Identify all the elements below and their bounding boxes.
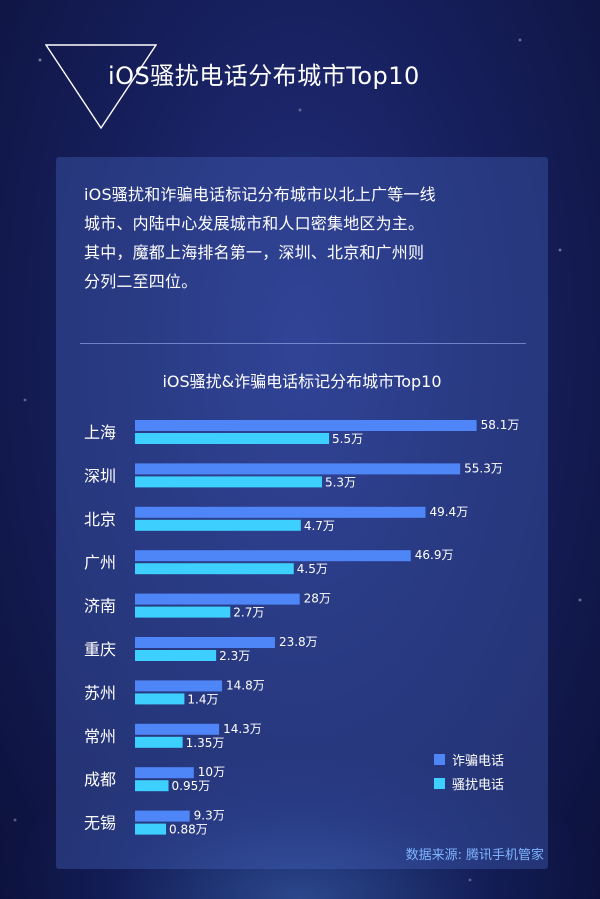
fraud-value-label: 28万 (304, 592, 331, 606)
fraud-value-label: 10万 (198, 765, 225, 779)
intro-line: 分列二至四位。 (84, 272, 198, 291)
harass-value-label: 4.5万 (297, 562, 328, 576)
harass-bar (135, 606, 231, 618)
legend-fraud-label: 诈骗电话 (452, 754, 504, 769)
fraud-bar (135, 680, 223, 692)
fraud-value-label: 58.1万 (481, 418, 520, 432)
source-name: 腾讯手机管家 (465, 848, 544, 863)
category-label: 上海 (84, 423, 116, 442)
category-label: 重庆 (84, 640, 116, 659)
harass-bar (135, 519, 301, 531)
harass-value-label: 2.3万 (219, 649, 250, 663)
harass-bar (135, 650, 217, 661)
fraud-bar (135, 637, 275, 648)
harass-value-label: 4.7万 (304, 519, 335, 533)
fraud-bar (135, 723, 220, 735)
fraud-bar (135, 420, 477, 431)
harass-value-label: 5.5万 (332, 432, 363, 446)
page-title: iOS骚扰电话分布城市Top10 (108, 62, 420, 90)
intro-line: iOS骚扰和诈骗电话标记分布城市以北上广等一线 (84, 185, 436, 204)
category-label: 深圳 (84, 466, 116, 485)
chart-title: iOS骚扰&诈骗电话标记分布城市Top10 (162, 372, 442, 391)
fraud-value-label: 14.3万 (223, 722, 262, 736)
fraud-bar (135, 767, 194, 779)
fraud-bar (135, 506, 426, 518)
category-label: 济南 (84, 597, 116, 616)
category-label: 无锡 (84, 814, 116, 833)
fraud-value-label: 14.8万 (226, 678, 265, 692)
harass-bar (135, 693, 185, 705)
harass-bar (135, 563, 294, 575)
harass-value-label: 1.4万 (187, 692, 218, 706)
harass-value-label: 0.88万 (169, 823, 208, 837)
legend-fraud-swatch (434, 754, 445, 765)
harass-bar (135, 433, 330, 444)
category-label: 北京 (84, 510, 116, 529)
harass-bar (135, 780, 169, 792)
harass-bar (135, 823, 167, 835)
intro-text: iOS骚扰和诈骗电话标记分布城市以北上广等一线 城市、内陆中心发展城市和人口密集… (84, 180, 544, 296)
intro-line: 其中，魔都上海排名第一，深圳、北京和广州则 (84, 243, 425, 262)
fraud-value-label: 23.8万 (279, 635, 318, 649)
legend-harass-label: 骚扰电话 (452, 778, 504, 793)
divider (80, 343, 526, 344)
fraud-value-label: 49.4万 (429, 505, 468, 519)
harass-value-label: 2.7万 (233, 606, 264, 620)
fraud-value-label: 46.9万 (415, 548, 454, 562)
harass-value-label: 1.35万 (186, 736, 225, 750)
source-label: 数据来源: (405, 848, 462, 863)
fraud-bar (135, 810, 190, 822)
fraud-bar (135, 463, 461, 475)
category-label: 常州 (84, 727, 116, 746)
fraud-value-label: 55.3万 (464, 461, 503, 475)
intro-line: 城市、内陆中心发展城市和人口密集地区为主。 (84, 214, 425, 233)
fraud-bar (135, 550, 411, 562)
triangle-decoration-icon (45, 44, 157, 130)
category-label: 广州 (84, 553, 116, 572)
data-source: 数据来源: 腾讯手机管家 (406, 844, 544, 863)
harass-value-label: 0.95万 (172, 779, 211, 793)
category-label: 苏州 (84, 683, 116, 702)
harass-bar (135, 736, 183, 748)
fraud-bar (135, 593, 300, 605)
legend-harass-swatch (434, 778, 445, 789)
harass-bar (135, 476, 322, 488)
harass-value-label: 5.3万 (325, 475, 356, 489)
fraud-value-label: 9.3万 (194, 809, 225, 823)
category-label: 成都 (84, 770, 116, 789)
